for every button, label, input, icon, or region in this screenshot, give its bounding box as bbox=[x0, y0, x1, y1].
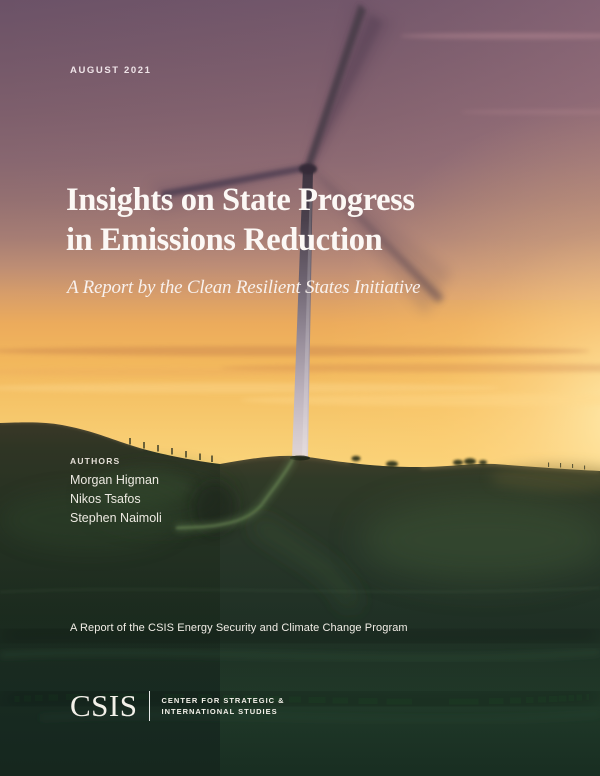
rotor-blur-fan-left bbox=[150, 168, 306, 212]
csis-logo-divider bbox=[149, 690, 151, 721]
wind-turbine bbox=[150, 2, 452, 458]
turbine-nacelle bbox=[299, 163, 317, 175]
turbine-tower bbox=[292, 168, 313, 458]
trail-path-highlight bbox=[175, 458, 295, 530]
sunset-sky bbox=[0, 0, 600, 476]
report-title-line2: in Emissions Reduction bbox=[66, 222, 383, 258]
csis-logo-name-line1: CENTER FOR STRATEGIC & bbox=[161, 695, 285, 705]
csis-logo-name-line2: INTERNATIONAL STUDIES bbox=[161, 706, 278, 716]
rotor-blade-left bbox=[161, 165, 306, 198]
rotor-blade-right bbox=[309, 166, 444, 303]
authors-block: AUTHORS Morgan Higman Nikos Tsafos Steph… bbox=[70, 456, 162, 528]
authors-label: AUTHORS bbox=[70, 456, 121, 466]
report-subtitle: A Report by the Clean Resilient States I… bbox=[67, 277, 421, 298]
author-name: Morgan Higman bbox=[70, 473, 159, 487]
csis-logo: CSIS CENTER FOR STRATEGIC & INTERNATIONA… bbox=[70, 690, 285, 721]
distant-shrubs bbox=[351, 455, 487, 467]
ridge-rim-light-left bbox=[0, 421, 144, 450]
rotor-blade-up bbox=[305, 4, 366, 169]
report-title-line1: Insights on State Progress bbox=[66, 182, 415, 218]
turbine-base-shadow bbox=[290, 455, 310, 461]
csis-logo-name: CENTER FOR STRATEGIC & INTERNATIONAL STU… bbox=[161, 695, 284, 717]
program-note: A Report of the CSIS Energy Security and… bbox=[70, 622, 408, 634]
author-name: Nikos Tsafos bbox=[70, 492, 141, 506]
author-name: Stephen Naimoli bbox=[70, 511, 162, 525]
csis-logo-acronym: CSIS bbox=[70, 688, 138, 723]
foreground-field bbox=[0, 457, 600, 776]
rotor-streak-up bbox=[306, 14, 383, 170]
cloud-streaks bbox=[0, 33, 600, 406]
publication-date: AUGUST 2021 bbox=[70, 65, 152, 76]
turbine-tower-highlight bbox=[302, 200, 312, 458]
report-title: Insights on State Progress in Emissions R… bbox=[66, 180, 415, 260]
